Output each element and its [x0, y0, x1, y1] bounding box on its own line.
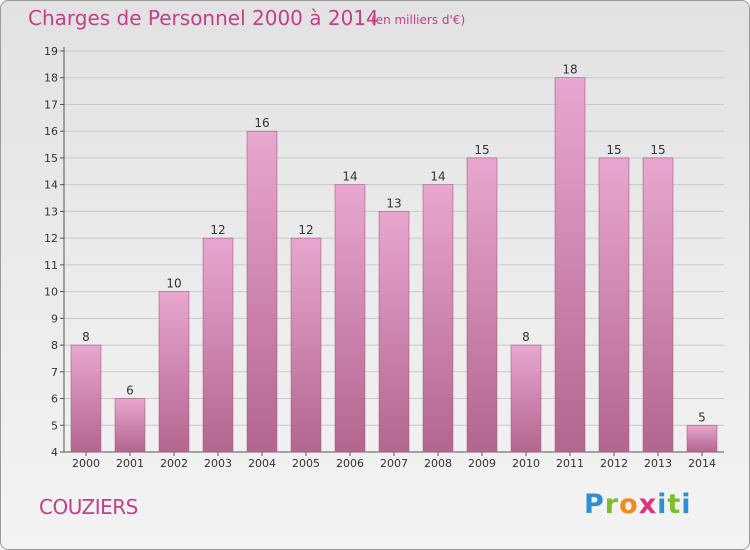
bar [291, 238, 321, 452]
logo-letter: i [681, 489, 691, 520]
y-tick-label: 6 [51, 393, 58, 406]
bar-value-label: 16 [254, 116, 269, 130]
x-tick-label: 2007 [380, 457, 408, 470]
y-tick-label: 19 [44, 45, 58, 58]
x-tick-label: 2013 [644, 457, 672, 470]
x-tick-label: 2004 [248, 457, 276, 470]
bar-value-label: 18 [562, 63, 577, 77]
y-tick-label: 14 [44, 179, 58, 192]
bar [423, 185, 453, 452]
bar [247, 131, 277, 452]
bar [203, 238, 233, 452]
y-tick-label: 10 [44, 286, 58, 299]
logo-letter: i [657, 489, 667, 520]
bar [511, 345, 541, 452]
bar [115, 399, 145, 452]
bar-value-label: 8 [82, 330, 90, 344]
bar [555, 78, 585, 452]
y-tick-label: 17 [44, 98, 58, 111]
y-tick-label: 4 [51, 446, 58, 459]
bar-value-label: 15 [650, 143, 665, 157]
bar [71, 345, 101, 452]
y-tick-label: 8 [51, 339, 58, 352]
bar-value-label: 10 [166, 277, 181, 291]
x-tick-label: 2010 [512, 457, 540, 470]
y-tick-label: 18 [44, 72, 58, 85]
bar-value-label: 5 [698, 410, 706, 424]
bar-value-label: 12 [210, 223, 225, 237]
bar [599, 158, 629, 452]
bar [379, 211, 409, 452]
x-tick-label: 2003 [204, 457, 232, 470]
bar [643, 158, 673, 452]
logo-letter: r [605, 489, 619, 520]
logo-letter: t [667, 489, 681, 520]
y-tick-label: 13 [44, 205, 58, 218]
x-tick-label: 2014 [688, 457, 716, 470]
x-tick-label: 2006 [336, 457, 364, 470]
y-tick-label: 15 [44, 152, 58, 165]
y-tick-label: 9 [51, 312, 58, 325]
bar-value-label: 14 [342, 170, 357, 184]
y-tick-label: 5 [51, 419, 58, 432]
logo-letter: o [619, 489, 639, 520]
bar-value-label: 14 [430, 170, 445, 184]
bar [335, 185, 365, 452]
bar [687, 425, 717, 452]
bar-value-label: 13 [386, 196, 401, 210]
x-tick-label: 2009 [468, 457, 496, 470]
bar-value-label: 15 [606, 143, 621, 157]
bar-value-label: 6 [126, 384, 134, 398]
x-tick-label: 2012 [600, 457, 628, 470]
bar-value-label: 12 [298, 223, 313, 237]
x-tick-label: 2008 [424, 457, 452, 470]
y-tick-label: 7 [51, 366, 58, 379]
proxiti-logo[interactable]: Proxiti [584, 489, 692, 520]
x-tick-label: 2002 [160, 457, 188, 470]
commune-name: COUZIERS [39, 495, 138, 519]
x-tick-label: 2011 [556, 457, 584, 470]
y-tick-label: 12 [44, 232, 58, 245]
logo-letter: P [584, 489, 605, 520]
y-tick-label: 11 [44, 259, 58, 272]
x-tick-label: 2001 [116, 457, 144, 470]
y-tick-label: 16 [44, 125, 58, 138]
x-tick-label: 2005 [292, 457, 320, 470]
bar [467, 158, 497, 452]
x-tick-label: 2000 [72, 457, 100, 470]
bar-value-label: 15 [474, 143, 489, 157]
logo-letter: x [639, 489, 657, 520]
bar [159, 292, 189, 452]
bar-value-label: 8 [522, 330, 530, 344]
